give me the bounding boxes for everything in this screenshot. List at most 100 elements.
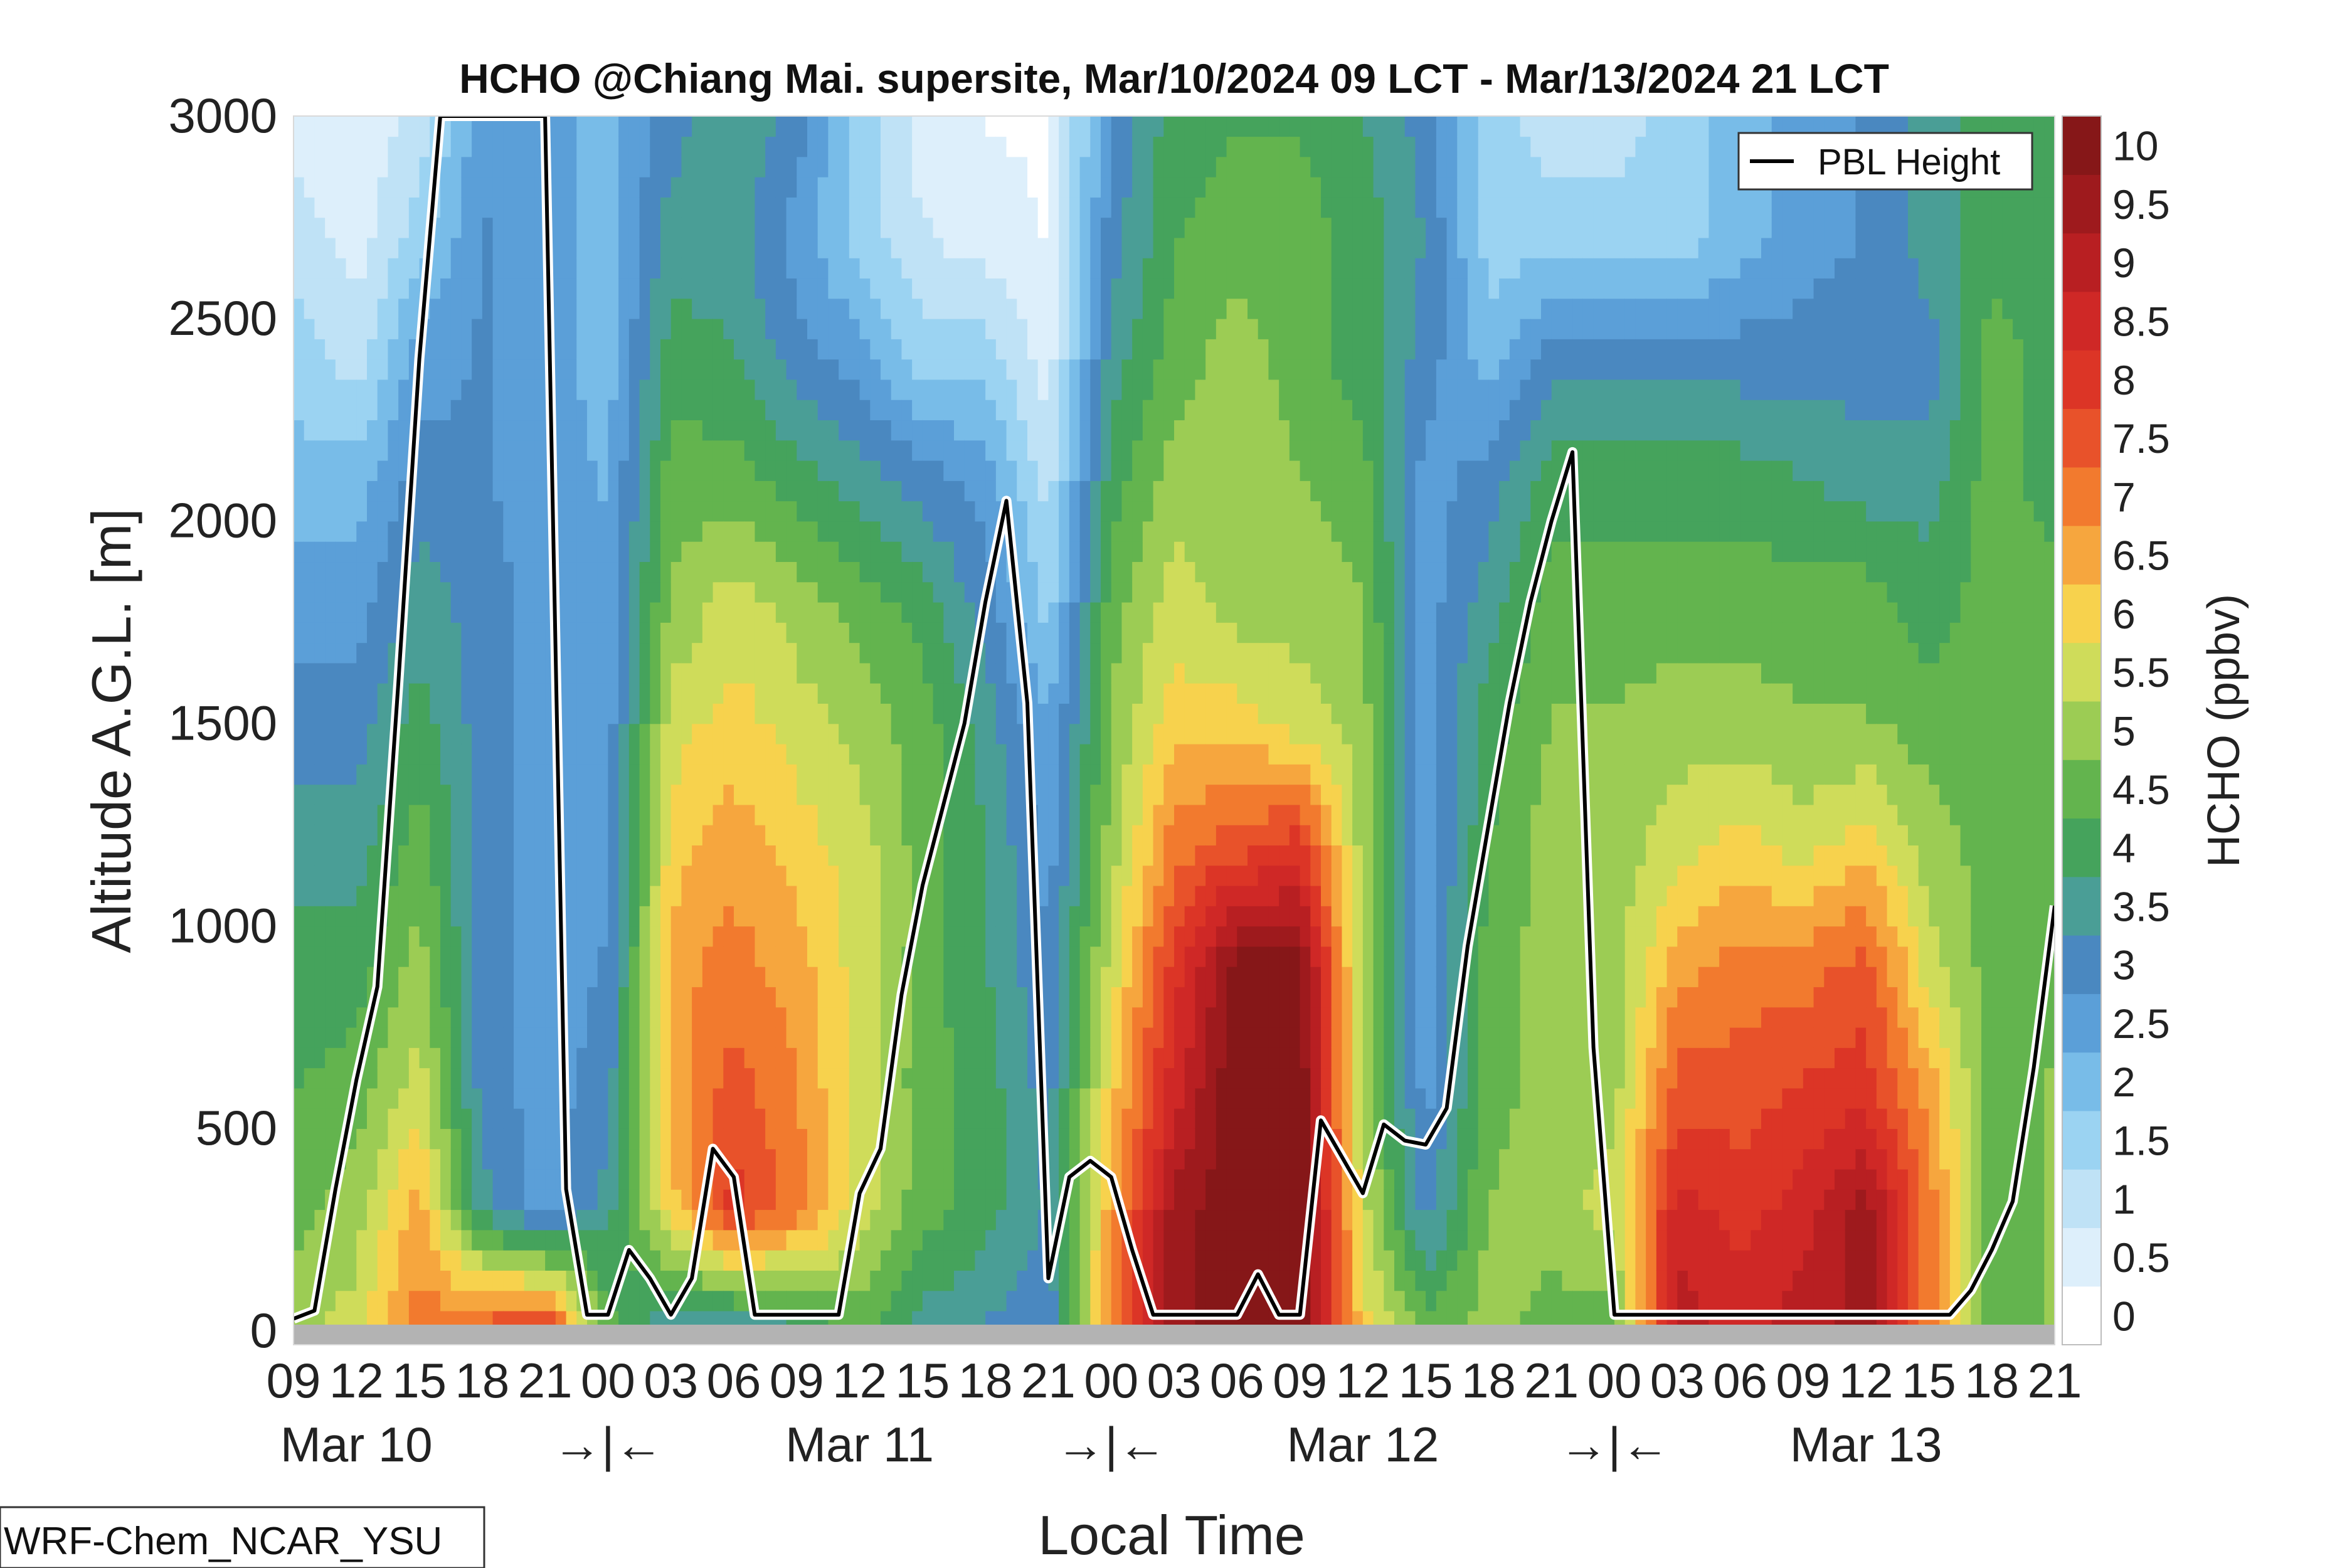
heatmap-cell: [1142, 298, 1154, 319]
heatmap-cell: [1101, 601, 1112, 623]
heatmap-cell: [839, 480, 850, 502]
heatmap-cell: [1017, 359, 1028, 380]
heatmap-cell: [628, 420, 640, 441]
heatmap-cell: [1090, 399, 1101, 421]
heatmap-cell: [723, 176, 734, 198]
heatmap-cell: [639, 197, 651, 218]
heatmap-cell: [346, 156, 358, 177]
heatmap-cell: [367, 359, 378, 380]
heatmap-cell: [828, 318, 839, 339]
heatmap-cell: [933, 541, 945, 563]
heatmap-cell: [912, 1229, 923, 1251]
heatmap-cell: [587, 1047, 598, 1069]
heatmap-cell: [367, 257, 378, 279]
heatmap-cell: [314, 257, 326, 279]
heatmap-cell: [388, 1209, 399, 1231]
heatmap-cell: [597, 1088, 609, 1109]
heatmap-cell: [461, 703, 472, 724]
heatmap-cell: [587, 926, 598, 947]
heatmap-cell: [817, 561, 829, 583]
heatmap-cell: [472, 318, 483, 339]
heatmap-cell: [294, 440, 305, 461]
heatmap-cell: [618, 804, 630, 825]
heatmap-cell: [503, 1088, 514, 1109]
heatmap-cell: [765, 662, 776, 684]
heatmap-cell: [692, 156, 703, 177]
heatmap-cell: [995, 217, 1007, 238]
heatmap-cell: [419, 804, 431, 825]
heatmap-cell: [440, 703, 452, 724]
heatmap-cell: [734, 1290, 745, 1311]
heatmap-cell: [450, 1067, 462, 1089]
heatmap-cell: [450, 1007, 462, 1028]
heatmap-cell: [681, 946, 692, 967]
heatmap-cell: [408, 703, 420, 724]
heatmap-cell: [325, 824, 336, 845]
heatmap-cell: [1017, 1027, 1028, 1048]
heatmap-cell: [608, 1007, 619, 1028]
heatmap-cell: [670, 845, 682, 866]
heatmap-cell: [912, 257, 923, 279]
heatmap-cell: [524, 1229, 536, 1251]
heatmap-cell: [408, 257, 420, 279]
heatmap-cell: [450, 1128, 462, 1150]
heatmap-cell: [576, 339, 588, 360]
heatmap-cell: [1153, 217, 1165, 238]
heatmap-cell: [1048, 642, 1059, 664]
heatmap-cell: [975, 420, 986, 441]
heatmap-cell: [849, 1067, 861, 1089]
heatmap-cell: [943, 237, 955, 258]
heatmap-cell: [723, 906, 734, 927]
heatmap-cell: [492, 460, 504, 481]
heatmap-cell: [1132, 885, 1143, 906]
heatmap-cell: [492, 743, 504, 765]
heatmap-cell: [1121, 1088, 1133, 1109]
heatmap-cell: [314, 1027, 326, 1048]
heatmap-cell: [461, 217, 472, 238]
heatmap-cell: [618, 399, 630, 421]
heatmap-cell: [628, 217, 640, 238]
heatmap-cell: [1006, 926, 1018, 947]
heatmap-cell: [419, 682, 431, 704]
heatmap-cell: [1048, 480, 1059, 502]
heatmap-cell: [576, 703, 588, 724]
heatmap-cell: [765, 743, 776, 765]
heatmap-cell: [335, 561, 347, 583]
heatmap-cell: [639, 359, 651, 380]
heatmap-cell: [995, 784, 1007, 805]
heatmap-cell: [670, 1270, 682, 1291]
heatmap-cell: [755, 601, 766, 623]
heatmap-cell: [692, 521, 703, 542]
heatmap-cell: [576, 561, 588, 583]
heatmap-cell: [430, 622, 441, 644]
heatmap-cell: [576, 1168, 588, 1190]
heatmap-cell: [587, 237, 598, 258]
heatmap-cell: [325, 278, 336, 299]
heatmap-cell: [377, 318, 389, 339]
heatmap-cell: [1017, 561, 1028, 583]
heatmap-cell: [346, 865, 358, 886]
heatmap-cell: [712, 1168, 724, 1190]
heatmap-cell: [881, 217, 892, 238]
heatmap-cell: [660, 1007, 672, 1028]
heatmap-cell: [1069, 723, 1081, 744]
heatmap-cell: [325, 501, 336, 522]
heatmap-cell: [294, 217, 305, 238]
heatmap-cell: [514, 946, 525, 967]
heatmap-cell: [461, 987, 472, 1008]
heatmap-cell: [1090, 460, 1101, 481]
heatmap-cell: [618, 642, 630, 664]
heatmap-cell: [1101, 197, 1112, 218]
heatmap-cell: [377, 1088, 389, 1109]
heatmap-cell: [692, 541, 703, 563]
heatmap-cell: [1037, 460, 1049, 481]
heatmap-cell: [786, 541, 798, 563]
heatmap-cell: [492, 339, 504, 360]
heatmap-cell: [1121, 966, 1133, 987]
heatmap-cell: [943, 642, 955, 664]
heatmap-cell: [1027, 1148, 1039, 1170]
heatmap-cell: [933, 865, 945, 886]
heatmap-cell: [1069, 1128, 1081, 1150]
heatmap-cell: [692, 703, 703, 724]
heatmap-cell: [1132, 966, 1143, 987]
